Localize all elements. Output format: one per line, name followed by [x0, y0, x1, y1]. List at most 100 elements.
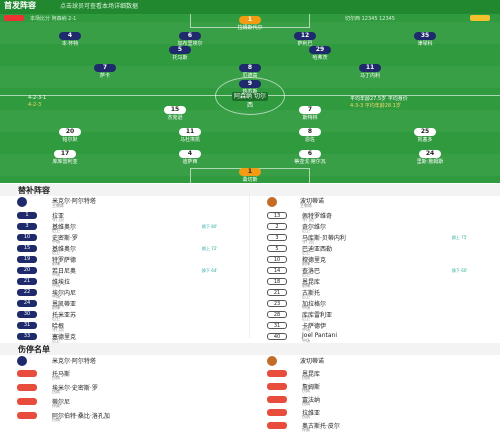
player-position: 中场: [52, 239, 60, 244]
home-player[interactable]: 4 本·怀特: [40, 32, 100, 47]
player-position: 前锋: [52, 261, 60, 266]
player-name: 古斯托: [302, 290, 321, 297]
home-player[interactable]: 11 马丁内利: [359, 64, 381, 79]
penalty-box-top: [190, 14, 310, 28]
home-player[interactable]: 9 热苏斯: [220, 80, 280, 95]
away-player[interactable]: 7 斯特林: [280, 106, 340, 121]
shirt-number: 28: [267, 311, 287, 318]
home-player[interactable]: 8 厄德高: [220, 64, 280, 79]
injury-row[interactable]: 托马斯 伤病: [0, 369, 245, 380]
sub-row[interactable]: 33 塞德里克 后卫: [0, 332, 245, 343]
player-position: 中场: [302, 338, 310, 343]
sub-row[interactable]: 15 基维奥尔 后卫 换上 72': [0, 244, 245, 255]
injury-row[interactable]: 阿尔伯特·桑比·洛孔加 伤病: [0, 411, 245, 422]
away-player[interactable]: 1 桑切斯: [220, 168, 280, 183]
home-player[interactable]: 5 托马斯: [150, 46, 210, 61]
home-team-badge: [4, 15, 24, 21]
away-player[interactable]: 8 恩佐: [280, 128, 340, 143]
shirt-number: 30: [17, 311, 37, 318]
away-player[interactable]: 11 马杜埃凯: [179, 128, 201, 143]
shirt-number: 20: [17, 267, 37, 274]
home-player[interactable]: 1 拉姆斯代尔: [237, 16, 263, 31]
sub-row[interactable]: 14 查洛巴 后卫 换下 60': [250, 266, 495, 277]
sub-row[interactable]: 13 佩特罗维奇 守门员: [250, 211, 495, 222]
injury-reason: 停赛: [302, 427, 310, 432]
player-name: 佩特罗维奇: [302, 213, 333, 220]
sub-row[interactable]: 19 特罗萨德 前锋: [0, 255, 245, 266]
sub-row[interactable]: 5 巴迪亚西勒 后卫: [250, 244, 495, 255]
injury-row[interactable]: 拉维亚 伤病: [250, 408, 495, 419]
injury-row[interactable]: 恩昆库 伤病: [250, 369, 495, 380]
away-formation-alt: 4-3-3 平均年龄28.1岁: [350, 103, 401, 109]
sub-row[interactable]: 24 恩凯蒂亚 前锋: [0, 299, 245, 310]
shirt-number: 14: [267, 267, 287, 274]
shirt-number: 31: [17, 322, 37, 329]
sub-row[interactable]: 21 古斯托 后卫: [250, 288, 495, 299]
pitch-header: 首发阵容 点击球员可查看本场详细数据: [0, 0, 500, 14]
injury-row[interactable]: 富法纳 伤病: [250, 395, 495, 406]
player-name: 特罗萨德: [52, 257, 77, 264]
injury-row[interactable]: 奥古斯托·皮尔 停赛: [250, 421, 495, 432]
player-name: 托马斯: [52, 371, 71, 378]
player-name: 富法纳: [302, 397, 321, 404]
score-tag: 阿森纳 切尔西: [232, 92, 268, 109]
player-name: 马库斯·贝蒂内利: [302, 235, 346, 242]
sub-row[interactable]: 30 托米亚苏 后卫: [0, 310, 245, 321]
sub-row[interactable]: 28 库库雷利亚 后卫: [250, 310, 495, 321]
away-player[interactable]: 24 里斯·詹姆斯: [416, 150, 444, 165]
player-position: 后卫: [302, 294, 310, 299]
injury-reason: 伤病: [302, 401, 310, 406]
home-player[interactable]: 29 哈弗茨: [290, 46, 350, 61]
injury-icon: [267, 383, 287, 390]
injury-row[interactable]: 埃米尔·史密斯·罗 伤病: [0, 383, 245, 394]
player-name: 巴迪亚西勒: [302, 246, 333, 253]
sub-row[interactable]: 10 穆德里克 前锋: [250, 255, 495, 266]
away-player[interactable]: 20 帕尔默: [40, 128, 100, 143]
home-coach-avatar: [17, 197, 27, 207]
injuries-section-header: 伤停名单: [0, 343, 500, 355]
sub-row[interactable]: 2 奇尔维尔 后卫: [250, 222, 495, 233]
sub-row[interactable]: 40 Joel Pantani 中场: [250, 332, 495, 343]
home-player[interactable]: 6 加布里埃尔: [177, 32, 203, 47]
home-player[interactable]: 7 萨卡: [75, 64, 135, 79]
player-name: 托米亚苏: [52, 312, 77, 319]
injury-row[interactable]: 詹姆斯 伤病: [250, 382, 495, 393]
away-player[interactable]: 4 迪萨西: [160, 150, 220, 165]
away-player[interactable]: 6 蒂亚戈·席尔瓦: [294, 150, 326, 165]
shirt-number: 31: [267, 322, 287, 329]
home-player[interactable]: 12 萨利巴: [275, 32, 335, 47]
injury-icon: [267, 409, 287, 416]
player-name: 奥古斯托·皮尔: [302, 423, 340, 430]
player-name: 加拉格尔: [302, 301, 327, 308]
pitch-stripe: [0, 110, 500, 132]
sub-row[interactable]: 20 若日尼奥 中场 换下 64': [0, 266, 245, 277]
sub-row[interactable]: 3 基维奥尔 后卫 换下 80': [0, 222, 245, 233]
home-info: 本场比分 阿森纳 2-1: [30, 16, 77, 22]
away-formation: 平均年龄27.5岁 平均身价: [350, 96, 408, 102]
shirt-number: 3: [267, 234, 287, 241]
sub-row[interactable]: 3 马库斯·贝蒂内利 守门员 换上 75': [250, 233, 495, 244]
home-injury-coach: 米克尔·阿尔特塔: [52, 358, 96, 365]
away-coach-name: 波切蒂诺: [300, 198, 325, 205]
injury-row[interactable]: 蒂尔尼 停赛: [0, 397, 245, 408]
sub-row[interactable]: 31 哈根 守门员: [0, 321, 245, 332]
sub-row[interactable]: 1 拉亚 守门员: [0, 211, 245, 222]
home-player[interactable]: 35 津琴科: [395, 32, 455, 47]
away-player[interactable]: 15 杰克逊: [145, 106, 205, 121]
away-player[interactable]: 25 凯塞多: [395, 128, 455, 143]
player-position: 后卫: [302, 316, 310, 321]
sub-row[interactable]: 31 卡萨德伊 中场: [250, 321, 495, 332]
player-position: 守门员: [302, 217, 314, 222]
injury-icon: [267, 422, 287, 429]
sub-row[interactable]: 23 加拉格尔 中场: [250, 299, 495, 310]
away-player[interactable]: 17 库库雷利亚: [52, 150, 78, 165]
sub-row[interactable]: 22 埃尔内尼 中场: [0, 288, 245, 299]
pitch-title: 首发阵容: [4, 1, 36, 10]
sub-row[interactable]: 21 维埃拉 中场: [0, 277, 245, 288]
injuries-title: 伤停名单: [18, 345, 50, 354]
home-injury-avatar: [17, 356, 27, 366]
sub-row[interactable]: 10 史密斯·罗 中场: [0, 233, 245, 244]
injury-icon: [17, 398, 37, 405]
sub-row[interactable]: 18 恩昆库 前锋: [250, 277, 495, 288]
